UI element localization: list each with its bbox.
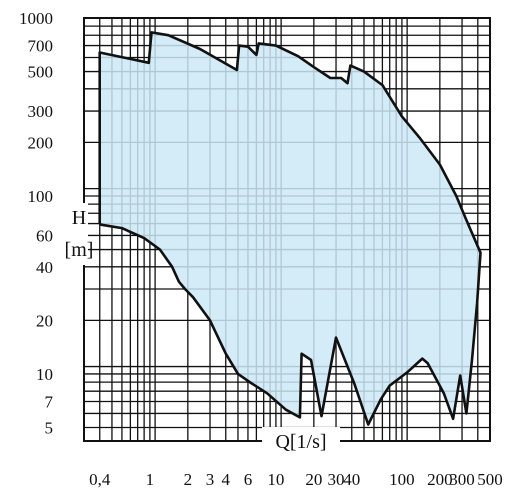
x-axis-label: Q[1/s]	[275, 431, 326, 453]
performance-area-outline	[98, 31, 482, 426]
x-tick-label: 30	[328, 470, 345, 489]
x-tick-label: 6	[244, 470, 253, 489]
y-axis-label-line1: H	[72, 207, 86, 229]
x-tick-label: 200	[427, 470, 453, 489]
x-tick-label: 40	[343, 470, 360, 489]
x-tick-label: 3	[206, 470, 215, 489]
y-axis-label-background	[60, 203, 88, 265]
y-tick-label: 200	[28, 133, 54, 152]
x-tick-label: 100	[389, 470, 415, 489]
y-tick-label: 7	[45, 393, 54, 412]
x-tick-label: 300	[449, 470, 475, 489]
x-tick-label: 4	[222, 470, 231, 489]
x-tick-label: 10	[267, 470, 284, 489]
y-tick-label: 500	[28, 63, 54, 82]
performance-area	[99, 32, 481, 425]
x-axis-label-background	[262, 427, 340, 455]
y-tick-label: 20	[36, 311, 53, 330]
x-tick-label: 2	[184, 470, 193, 489]
y-tick-label: 40	[36, 258, 53, 277]
y-tick-label: 60	[36, 226, 53, 245]
x-tick-label: 0,4	[89, 470, 111, 489]
y-tick-label: 100	[28, 187, 54, 206]
y-axis-label-line2: [m]	[65, 239, 94, 261]
x-tick-label: 20	[305, 470, 322, 489]
y-tick-labels: 1000 700 500 300 200 100 60 40 20 10 7 5	[19, 9, 54, 438]
x-tick-label: 500	[477, 470, 503, 489]
y-tick-label: 700	[28, 37, 54, 56]
y-tick-label: 5	[45, 419, 54, 438]
y-tick-label: 10	[36, 365, 53, 384]
y-tick-label: 300	[28, 102, 54, 121]
y-tick-label: 1000	[19, 9, 53, 28]
x-tick-label: 1	[146, 470, 155, 489]
